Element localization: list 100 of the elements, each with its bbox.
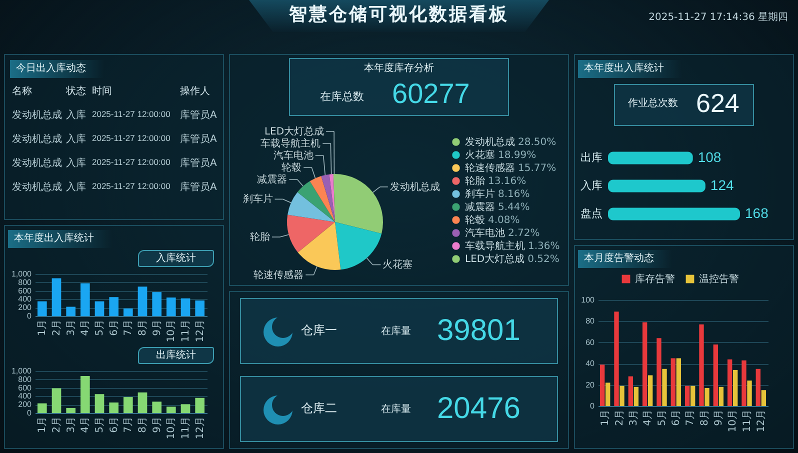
bar	[152, 292, 162, 316]
legend-label: 库存告警	[635, 273, 675, 285]
text: 624	[696, 88, 740, 119]
y-tick-label: 20	[586, 380, 596, 390]
bar	[727, 359, 732, 406]
y-tick-label: 80	[586, 316, 596, 326]
bar	[642, 322, 648, 406]
pie-slice	[310, 176, 335, 222]
text: 库管员A	[180, 182, 217, 194]
x-tick-label: 9月	[713, 410, 724, 426]
y-tick-label: 100	[581, 296, 596, 304]
text: 入库	[66, 134, 86, 146]
x-tick-label: 7月	[123, 416, 134, 433]
text: 仓库一	[301, 323, 337, 338]
legend-label: 汽车电池	[465, 227, 505, 239]
y-tick-label: 0	[27, 312, 32, 320]
text: 库管员A	[180, 134, 217, 146]
data-label: 28.50%	[518, 137, 556, 148]
x-tick-label: 6月	[108, 416, 120, 433]
bar	[195, 300, 204, 316]
pie-slice	[298, 222, 341, 270]
x-tick-label: 1月	[600, 410, 612, 426]
x-tick-label: 9月	[152, 416, 163, 433]
y-tick-label: 400	[18, 392, 32, 401]
x-tick-label: 12月	[756, 410, 767, 432]
bar	[152, 402, 162, 413]
bar	[684, 386, 690, 406]
text: 在库量	[381, 404, 411, 416]
bar	[38, 403, 47, 413]
x-tick-label: 7月	[123, 320, 134, 336]
text: 作业总次数	[628, 98, 678, 110]
chart-title: 入库统计	[138, 250, 214, 267]
bar	[747, 380, 752, 406]
pie-slice	[287, 214, 335, 252]
x-tick-label: 8月	[699, 410, 710, 426]
bar	[180, 298, 190, 316]
bar	[52, 388, 62, 413]
bar	[634, 386, 639, 406]
bar	[605, 382, 610, 406]
bar	[620, 386, 624, 406]
x-tick-label: 5月	[656, 410, 668, 426]
text: 60277	[392, 78, 470, 110]
bar	[676, 358, 682, 406]
text: 今日出入库动态	[10, 60, 104, 78]
slice-label: 火花塞	[382, 258, 413, 271]
data-label: 1.36%	[528, 241, 560, 252]
data-label: 15.77%	[518, 163, 556, 174]
bar	[66, 408, 76, 413]
data-label: 2.72%	[508, 228, 540, 239]
bar	[166, 406, 176, 413]
x-tick-label: 10月	[166, 320, 178, 342]
y-tick-label: 800	[18, 374, 32, 384]
bar	[704, 388, 710, 406]
x-tick-label: 7月	[685, 410, 696, 426]
text: 39801	[437, 314, 520, 348]
text: 库管员A	[180, 158, 217, 170]
slice-label: 轮速传感器	[254, 268, 304, 281]
text: 2025-11-27 12:00:00	[92, 109, 170, 120]
x-tick-label: 11月	[180, 416, 192, 440]
x-tick-label: 12月	[194, 416, 206, 440]
slice-label: 轮胎	[250, 231, 270, 244]
y-tick-label: 1,000	[11, 366, 32, 376]
legend-label: 发动机总成	[465, 136, 515, 148]
x-tick-label: 4月	[80, 320, 92, 336]
text: 在库量	[381, 326, 411, 338]
text: 在库总数	[320, 90, 364, 104]
x-tick-label: 8月	[138, 416, 148, 433]
bar	[109, 297, 118, 316]
text: 入库	[66, 158, 86, 170]
bar	[124, 397, 133, 413]
bar	[138, 392, 148, 413]
bar	[670, 358, 676, 406]
slice-label: 发动机总成	[390, 180, 440, 193]
x-tick-label: 4月	[642, 410, 654, 426]
bar	[628, 376, 634, 406]
text: 2025-11-27 12:00:00	[92, 157, 170, 168]
bar	[109, 402, 118, 413]
text: 2025-11-27 12:00:00	[92, 181, 170, 192]
x-tick-label: 1月	[37, 416, 48, 433]
slice-label: 车载导航主机	[260, 137, 321, 150]
bar	[732, 370, 738, 406]
bar	[761, 390, 766, 406]
bar	[718, 386, 724, 406]
text: 发动机总成	[12, 182, 62, 194]
bar	[648, 375, 653, 406]
y-tick-label: 1,000	[11, 270, 32, 278]
text: 库管员A	[180, 110, 217, 122]
legend-label: LED大灯总成	[465, 253, 525, 265]
text: 发动机总成	[12, 158, 62, 170]
chart-title: 本月度告警动态	[578, 250, 672, 268]
legend-label: 轮胎	[465, 175, 485, 187]
legend-label: 减震器	[465, 201, 495, 213]
y-tick-label: 入库	[580, 179, 602, 192]
x-tick-label: 3月	[66, 320, 77, 336]
y-tick-label: 0	[27, 408, 32, 418]
pie-slice	[297, 181, 335, 222]
bar	[138, 286, 148, 316]
x-tick-label: 6月	[670, 410, 682, 426]
x-tick-label: 5月	[94, 320, 106, 336]
y-tick-label: 0	[590, 402, 596, 410]
